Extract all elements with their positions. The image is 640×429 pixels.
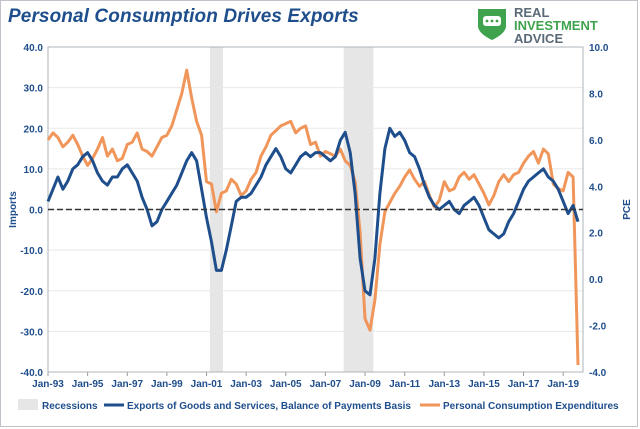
- x-tick-label: Jan-17: [508, 379, 540, 390]
- x-tick-label: Jan-15: [468, 379, 500, 390]
- x-tick-label: Jan-97: [111, 379, 143, 390]
- y-right-tick-label: 0.0: [589, 275, 603, 286]
- brand-logo: REAL INVESTMENT ADVICE: [474, 4, 634, 45]
- y-left-tick-label: -40.0: [20, 368, 43, 379]
- y-left-tick-label: -10.0: [20, 246, 43, 257]
- y-right-tick-label: 2.0: [589, 229, 603, 240]
- y-left-tick-label: -20.0: [20, 287, 43, 298]
- exports-series-line: [46, 126, 580, 297]
- shield-icon: [478, 9, 506, 40]
- x-tick-label: Jan-99: [151, 379, 183, 390]
- y-right-axis-label: PCE: [622, 199, 633, 220]
- y-left-tick-label: 0.0: [29, 206, 43, 217]
- legend-label-recessions: Recessions: [42, 401, 98, 412]
- y-left-tick-label: -30.0: [20, 327, 43, 338]
- x-tick-label: Jan-19: [547, 379, 579, 390]
- y-right-tick-label: 4.0: [589, 182, 603, 193]
- chart-title: Personal Consumption Drives Exports: [8, 6, 359, 27]
- x-tick-label: Jan-95: [72, 379, 104, 390]
- x-tick-label: Jan-13: [428, 379, 460, 390]
- y-left-tick-label: 10.0: [24, 165, 44, 176]
- y-right-tick-label: 10.0: [589, 43, 609, 54]
- x-tick-label: Jan-05: [270, 379, 302, 390]
- y-left-tick-label: 40.0: [24, 43, 44, 54]
- y-right-tick-label: -4.0: [589, 368, 607, 379]
- x-tick-label: Jan-01: [191, 379, 223, 390]
- legend-label-exports: Exports of Goods and Services, Balance o…: [127, 401, 411, 412]
- x-tick-label: Jan-07: [310, 379, 342, 390]
- y-right-tick-label: 8.0: [589, 89, 603, 100]
- legend-label-pce: Personal Consumption Expenditures: [443, 401, 619, 412]
- legend-swatch-recessions: [18, 399, 38, 410]
- x-tick-label: Jan-03: [230, 379, 262, 390]
- y-left-tick-label: 20.0: [24, 124, 44, 135]
- y-right-tick-label: 6.0: [589, 136, 603, 147]
- pce-series-line: [46, 68, 580, 366]
- logo-line-1: REAL: [514, 5, 550, 20]
- y-right-tick-label: -2.0: [589, 322, 607, 333]
- logo-line-2: INVESTMENT: [514, 18, 598, 33]
- x-tick-label: Jan-09: [349, 379, 381, 390]
- logo-wordmark: REAL INVESTMENT ADVICE: [514, 6, 598, 45]
- x-tick-label: Jan-11: [389, 379, 421, 390]
- x-tick-label: Jan-93: [32, 379, 64, 390]
- y-left-tick-label: 30.0: [24, 84, 44, 95]
- y-left-axis-label: Imports: [8, 191, 19, 228]
- logo-line-3: ADVICE: [514, 31, 564, 46]
